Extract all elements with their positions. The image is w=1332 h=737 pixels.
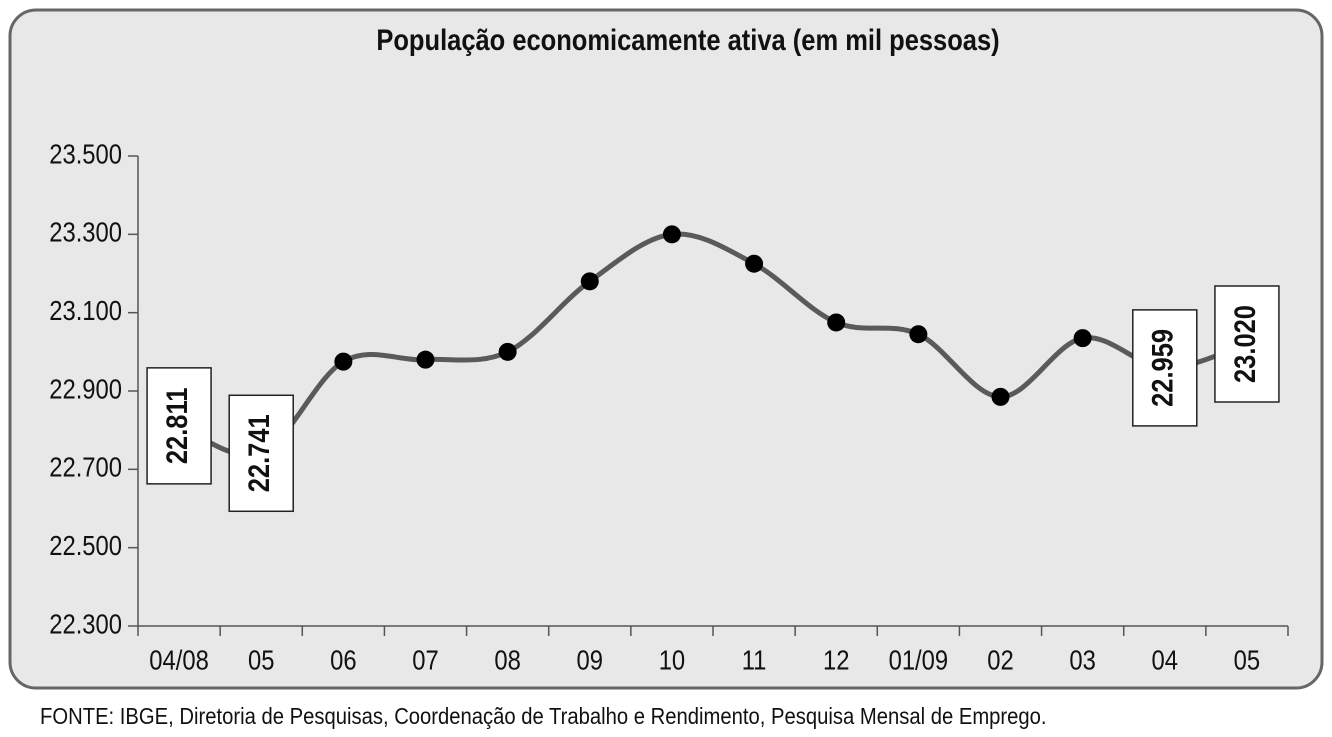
x-tick-label: 05	[248, 644, 274, 676]
data-point	[991, 387, 1010, 406]
x-tick-label: 05	[1234, 644, 1260, 676]
value-label-box	[1132, 309, 1198, 427]
value-label: 22.811	[160, 388, 193, 465]
x-tick-label: 03	[1069, 644, 1095, 676]
x-tick-label: 04	[1152, 644, 1178, 676]
chart-frame	[8, 8, 1324, 690]
x-tick-label: 02	[987, 644, 1013, 676]
data-point	[909, 325, 928, 344]
x-tick-label: 10	[659, 644, 685, 676]
y-tick-label: 23.500	[49, 138, 122, 170]
value-label-box	[146, 367, 212, 485]
data-point	[827, 313, 846, 332]
data-point	[745, 254, 764, 273]
value-label-box	[1214, 285, 1280, 403]
x-tick-label: 07	[412, 644, 438, 676]
x-tick-label: 01/09	[889, 644, 949, 676]
data-point	[416, 350, 435, 369]
data-point	[580, 272, 599, 291]
y-tick-label: 22.300	[49, 608, 122, 640]
y-tick-label: 22.900	[49, 373, 122, 405]
data-point	[334, 352, 353, 371]
x-tick-label: 09	[577, 644, 603, 676]
x-tick-label: 11	[742, 644, 767, 676]
data-point	[1073, 329, 1092, 348]
x-tick-label: 04/08	[149, 644, 209, 676]
source-note: FONTE: IBGE, Diretoria de Pesquisas, Coo…	[40, 703, 1047, 730]
y-tick-label: 22.700	[49, 451, 122, 483]
data-point	[662, 225, 681, 244]
y-tick-label: 23.100	[49, 294, 122, 326]
value-label: 22.959	[1146, 329, 1179, 407]
x-tick-label: 12	[823, 644, 849, 676]
y-tick-label: 22.500	[49, 529, 122, 561]
y-tick-label: 23.300	[49, 216, 122, 248]
chart-title: População economicamente ativa (em mil p…	[376, 23, 999, 56]
x-tick-label: 08	[494, 644, 520, 676]
x-tick-label: 06	[330, 644, 356, 676]
data-point	[498, 342, 517, 361]
value-label: 22.741	[242, 414, 275, 492]
value-label-box	[228, 394, 294, 513]
value-label: 23.020	[1228, 305, 1261, 383]
